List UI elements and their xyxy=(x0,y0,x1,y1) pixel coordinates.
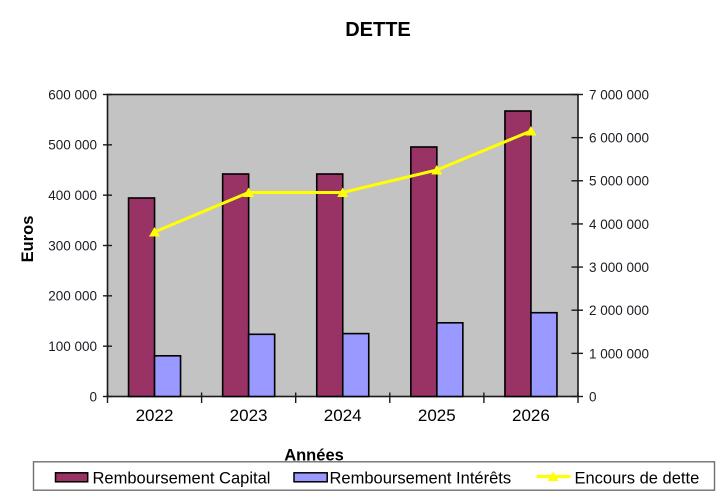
svg-text:DETTE: DETTE xyxy=(345,19,411,41)
svg-text:2025: 2025 xyxy=(418,406,456,425)
svg-text:100 000: 100 000 xyxy=(48,339,97,354)
svg-text:500 000: 500 000 xyxy=(48,138,97,153)
svg-text:1 000 000: 1 000 000 xyxy=(589,346,649,361)
svg-text:2023: 2023 xyxy=(230,406,268,425)
svg-text:600 000: 600 000 xyxy=(48,87,97,102)
svg-text:Euros: Euros xyxy=(19,216,37,263)
svg-text:Remboursement Capital: Remboursement Capital xyxy=(93,469,271,487)
svg-text:7 000 000: 7 000 000 xyxy=(589,87,649,102)
svg-text:Encours de dette: Encours de dette xyxy=(575,469,700,487)
svg-text:0: 0 xyxy=(89,389,97,404)
svg-text:0: 0 xyxy=(589,389,597,404)
svg-text:200 000: 200 000 xyxy=(48,289,97,304)
svg-text:6 000 000: 6 000 000 xyxy=(589,131,649,146)
svg-text:400 000: 400 000 xyxy=(48,188,97,203)
svg-text:Remboursement Intérêts: Remboursement Intérêts xyxy=(330,469,512,487)
svg-text:2022: 2022 xyxy=(136,406,174,425)
svg-text:Années: Années xyxy=(284,447,344,465)
svg-text:2 000 000: 2 000 000 xyxy=(589,303,649,318)
svg-text:4 000 000: 4 000 000 xyxy=(589,217,649,232)
svg-text:3 000 000: 3 000 000 xyxy=(589,260,649,275)
svg-text:2024: 2024 xyxy=(324,406,362,425)
svg-text:5 000 000: 5 000 000 xyxy=(589,174,649,189)
svg-text:2026: 2026 xyxy=(512,406,550,425)
svg-text:300 000: 300 000 xyxy=(48,238,97,253)
